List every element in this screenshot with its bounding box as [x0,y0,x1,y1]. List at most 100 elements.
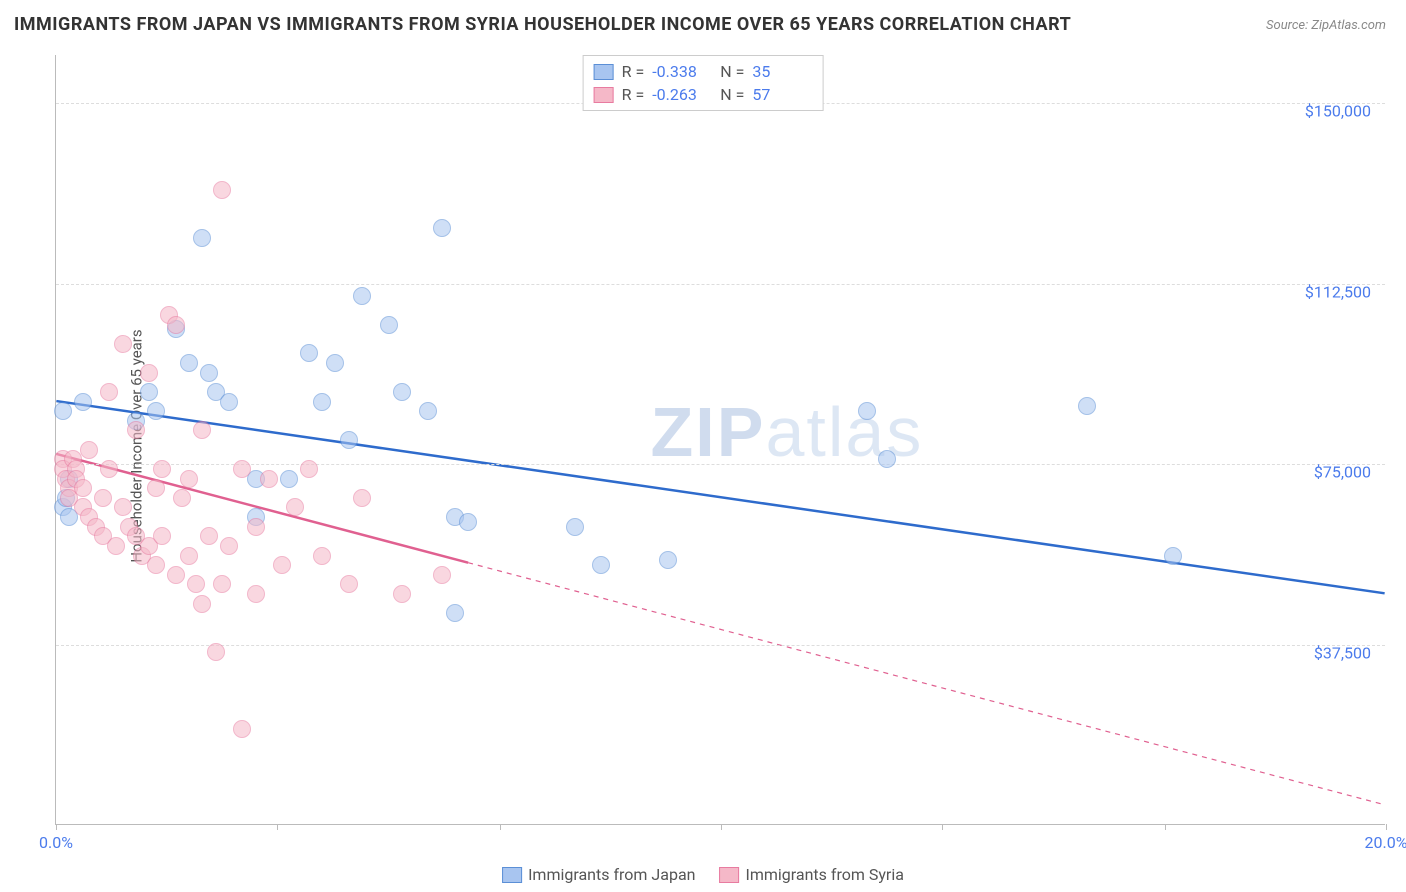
data-point [173,489,191,507]
plot-area: ZIPatlas $37,500$75,000$112,500$150,0000… [55,55,1385,825]
data-point [380,316,398,334]
data-point [180,470,198,488]
stat-r-label: R = [622,85,645,104]
data-point [207,643,225,661]
data-point [260,470,278,488]
data-point [858,402,876,420]
xtick [942,824,943,830]
data-point [74,393,92,411]
legend-swatch [594,64,614,80]
data-point [213,181,231,199]
data-point [127,421,145,439]
data-point [286,498,304,516]
data-point [280,470,298,488]
data-point [247,585,265,603]
data-point [459,513,477,531]
data-point [566,518,584,536]
data-point [180,547,198,565]
data-point [878,450,896,468]
data-point [446,604,464,622]
xtick [56,824,57,830]
data-point [193,229,211,247]
data-point [153,460,171,478]
gridline [56,284,1385,285]
data-point [114,335,132,353]
data-point [147,556,165,574]
chart-title: IMMIGRANTS FROM JAPAN VS IMMIGRANTS FROM… [14,14,1071,35]
data-point [273,556,291,574]
ytick-label: $150,000 [1305,102,1371,121]
ytick-label: $75,000 [1314,463,1371,482]
xtick [500,824,501,830]
data-point [1164,547,1182,565]
data-point [100,460,118,478]
data-point [147,402,165,420]
data-point [80,441,98,459]
legend-series-item: Immigrants from Japan [502,865,695,884]
legend-series: Immigrants from Japan Immigrants from Sy… [502,865,904,884]
legend-stats: R = -0.338 N = 35 R = -0.263 N = 57 [583,55,824,111]
data-point [167,566,185,584]
legend-stat-row: R = -0.263 N = 57 [594,83,813,106]
data-point [187,575,205,593]
data-point [107,537,125,555]
data-point [313,393,331,411]
xtick [721,824,722,830]
gridline [56,645,1385,646]
data-point [193,595,211,613]
data-point [140,364,158,382]
data-point [433,566,451,584]
xtick [1165,824,1166,830]
data-point [167,316,185,334]
legend-swatch [719,867,739,883]
stat-n-value: 57 [752,85,812,104]
gridline [56,464,1385,465]
xtick [1386,824,1387,830]
data-point [300,344,318,362]
ytick-label: $112,500 [1305,282,1371,301]
stat-n-label: N = [720,85,744,104]
stat-r-value: -0.338 [652,62,712,81]
data-point [353,287,371,305]
data-point [140,383,158,401]
data-point [340,575,358,593]
data-point [94,489,112,507]
legend-swatch [594,87,614,103]
data-point [220,393,238,411]
xtick-label-left: 0.0% [39,833,73,852]
data-point [393,383,411,401]
data-point [180,354,198,372]
data-point [326,354,344,372]
stat-n-value: 35 [752,62,812,81]
xtick [277,824,278,830]
data-point [300,460,318,478]
data-point [419,402,437,420]
stat-r-value: -0.263 [652,85,712,104]
data-point [100,383,118,401]
source-label: Source: ZipAtlas.com [1266,18,1386,33]
data-point [74,479,92,497]
data-point [393,585,411,603]
data-point [213,575,231,593]
data-point [200,527,218,545]
data-point [313,547,331,565]
legend-series-item: Immigrants from Syria [719,865,903,884]
trend-lines-svg [56,55,1385,824]
legend-series-label: Immigrants from Syria [745,865,903,884]
ytick-label: $37,500 [1314,643,1371,662]
data-point [340,431,358,449]
data-point [247,518,265,536]
stat-n-label: N = [720,62,744,81]
legend-stat-row: R = -0.338 N = 35 [594,60,813,83]
data-point [193,421,211,439]
data-point [220,537,238,555]
data-point [147,479,165,497]
legend-swatch [502,867,522,883]
data-point [233,720,251,738]
legend-series-label: Immigrants from Japan [528,865,695,884]
data-point [54,402,72,420]
data-point [153,527,171,545]
data-point [659,551,677,569]
data-point [353,489,371,507]
data-point [200,364,218,382]
